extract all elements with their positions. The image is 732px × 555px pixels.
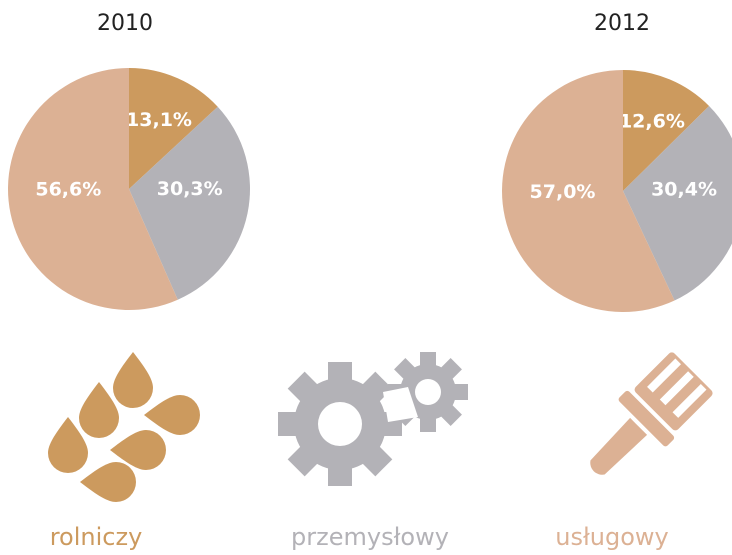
seeds-icon — [48, 352, 200, 502]
gears-icon — [278, 352, 468, 486]
pie-slice — [7, 68, 178, 310]
slice-label: 57,0% — [530, 181, 596, 203]
pie-slice — [623, 70, 710, 191]
brush-icon — [590, 352, 713, 475]
pie-slice — [129, 106, 250, 300]
pie-slice — [129, 68, 218, 189]
pie-slice — [501, 70, 675, 313]
slice-label: 56,6% — [35, 178, 101, 200]
slice-label: 30,4% — [651, 178, 717, 200]
pie-slice — [623, 105, 732, 301]
slice-label: 30,3% — [157, 178, 223, 200]
legend-label: rolniczy — [50, 523, 143, 551]
slice-label: 12,6% — [619, 110, 685, 132]
legend-label: przemysłowy — [291, 523, 449, 551]
pie-title: 2010 — [97, 11, 153, 36]
pie-title: 2012 — [594, 11, 650, 36]
slice-label: 13,1% — [126, 109, 192, 131]
legend-label: usługowy — [555, 523, 669, 551]
